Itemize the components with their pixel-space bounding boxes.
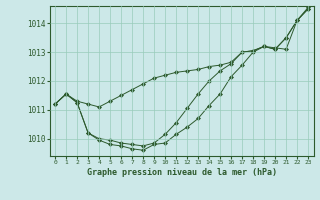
X-axis label: Graphe pression niveau de la mer (hPa): Graphe pression niveau de la mer (hPa) [87,168,276,177]
